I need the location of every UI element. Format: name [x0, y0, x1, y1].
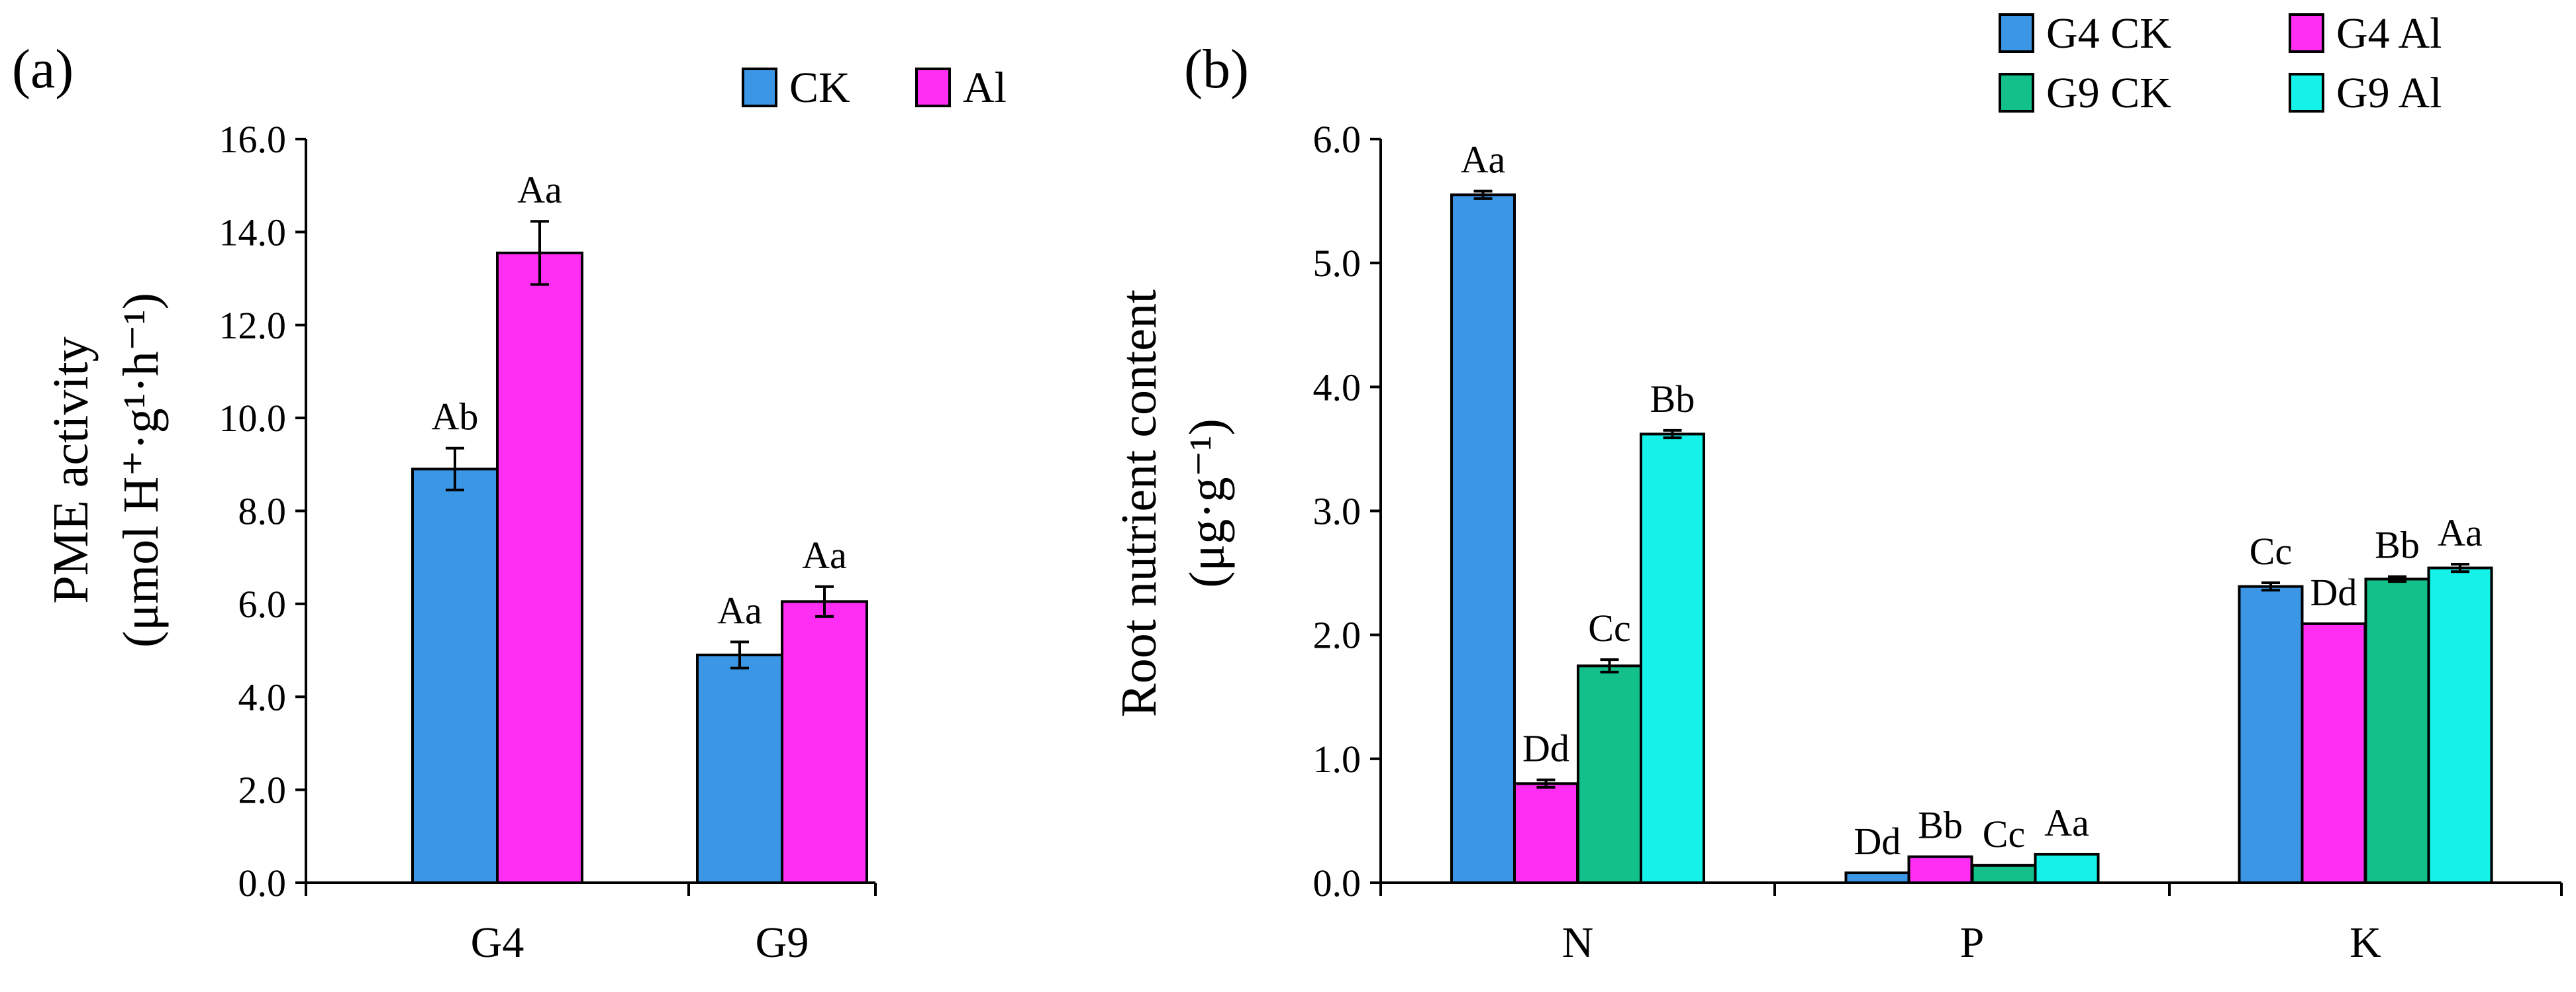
y-tick-label: 6.0: [238, 583, 287, 626]
data-label: Aa: [1461, 138, 1506, 181]
y-tick-label: 4.0: [238, 675, 287, 719]
y-tick-label: 14.0: [219, 211, 287, 254]
panel-a-y-title-line2: (μmol H⁺·g¹·h⁻¹): [113, 293, 169, 648]
data-label: Dd: [2310, 571, 2357, 614]
x-category-label: N: [1562, 918, 1594, 967]
y-tick-label: 0.0: [238, 862, 287, 905]
legend-swatch-g4-al: [2289, 13, 2324, 53]
data-label: Dd: [1522, 727, 1569, 770]
data-label: Aa: [802, 534, 847, 577]
bar-g4-al-k: [2301, 622, 2367, 884]
legend-swatch-ck: [742, 68, 777, 107]
data-label: Cc: [1588, 607, 1630, 650]
panel-a-label: (a): [12, 38, 74, 100]
bar-g4-ck-k: [2238, 585, 2304, 885]
bar-al-g9: [781, 600, 868, 884]
data-label: Bb: [1918, 804, 1963, 847]
panel-a-legend: CK Al: [742, 64, 1007, 112]
bar-g4-ck-p: [1844, 871, 1910, 884]
x-category-label: P: [1960, 918, 1985, 967]
y-tick-label: 6.0: [1313, 118, 1362, 161]
data-label: Aa: [517, 168, 562, 211]
y-tick-label: 5.0: [1313, 242, 1362, 285]
y-tick-label: 8.0: [238, 490, 287, 533]
legend-label: CK: [789, 64, 850, 112]
x-category-label: K: [2350, 918, 2381, 967]
panel-b-y-title-line1: Root nutrient content: [1111, 289, 1167, 717]
bar-g4-al-n: [1513, 782, 1579, 885]
legend-label: G4 CK: [2046, 9, 2171, 58]
data-label: Aa: [2044, 801, 2089, 844]
bar-ck-g4: [411, 468, 499, 884]
y-tick-label: 3.0: [1313, 490, 1362, 533]
panel-a-y-title-line1: PME activity: [43, 336, 99, 603]
y-tick-label: 0.0: [1313, 862, 1362, 905]
bar-g9-ck-n: [1577, 664, 1642, 884]
data-label: Aa: [2438, 511, 2483, 554]
panel-b-legend: G4 CK G4 Al G9 CK G9 Al: [1999, 9, 2442, 117]
bar-g9-al-n: [1640, 432, 1705, 884]
panel-b-y-title-line2: (μg·g⁻¹): [1179, 419, 1235, 588]
bar-g4-ck-n: [1450, 193, 1516, 885]
bar-al-g4: [496, 251, 583, 885]
panel-b-label: (b): [1184, 38, 1249, 100]
y-tick-label: 12.0: [219, 304, 287, 347]
data-label: Cc: [2250, 530, 2292, 573]
bar-g4-al-p: [1907, 855, 1973, 884]
legend-swatch-g4-ck: [1999, 13, 2034, 53]
legend-label: G4 Al: [2336, 9, 2442, 58]
bar-ck-g9: [696, 654, 783, 884]
y-tick-label: 10.0: [219, 397, 287, 440]
x-category-label: G9: [756, 918, 809, 967]
data-label: Aa: [717, 589, 762, 632]
legend-label: Al: [963, 64, 1007, 112]
y-tick-label: 2.0: [238, 769, 287, 812]
bar-g9-ck-p: [1971, 864, 2037, 884]
legend-label: G9 Al: [2336, 69, 2442, 117]
data-label: Bb: [1650, 377, 1695, 421]
data-label: Dd: [1854, 820, 1901, 863]
bar-g9-al-p: [2034, 852, 2100, 884]
data-label: Bb: [2375, 524, 2420, 567]
legend-swatch-g9-ck: [1999, 73, 2034, 113]
y-tick-label: 1.0: [1313, 738, 1362, 781]
data-label: Cc: [1983, 813, 2025, 856]
y-tick-label: 2.0: [1313, 614, 1362, 657]
bar-g9-al-k: [2427, 566, 2493, 884]
panel-a-plot: 0.0 2.0 4.0 6.0 8.0 10.0 12.0 14.0 16.0 G4 Ab Aa G9 A…: [219, 118, 877, 967]
panel-b-plot: 0.0 1.0 2.0 3.0 4.0 5.0 6.0 N Aa Dd Cc Bb P Dd Bb Cc Aa K…: [1313, 118, 2563, 967]
data-label: Ab: [432, 395, 479, 438]
y-tick-label: 16.0: [219, 118, 287, 161]
legend-label: G9 CK: [2046, 69, 2171, 117]
legend-swatch-g9-al: [2289, 73, 2324, 113]
legend-swatch-al: [915, 68, 951, 107]
x-category-label: G4: [471, 918, 524, 967]
y-tick-label: 4.0: [1313, 366, 1362, 409]
bar-g9-ck-k: [2364, 577, 2430, 884]
